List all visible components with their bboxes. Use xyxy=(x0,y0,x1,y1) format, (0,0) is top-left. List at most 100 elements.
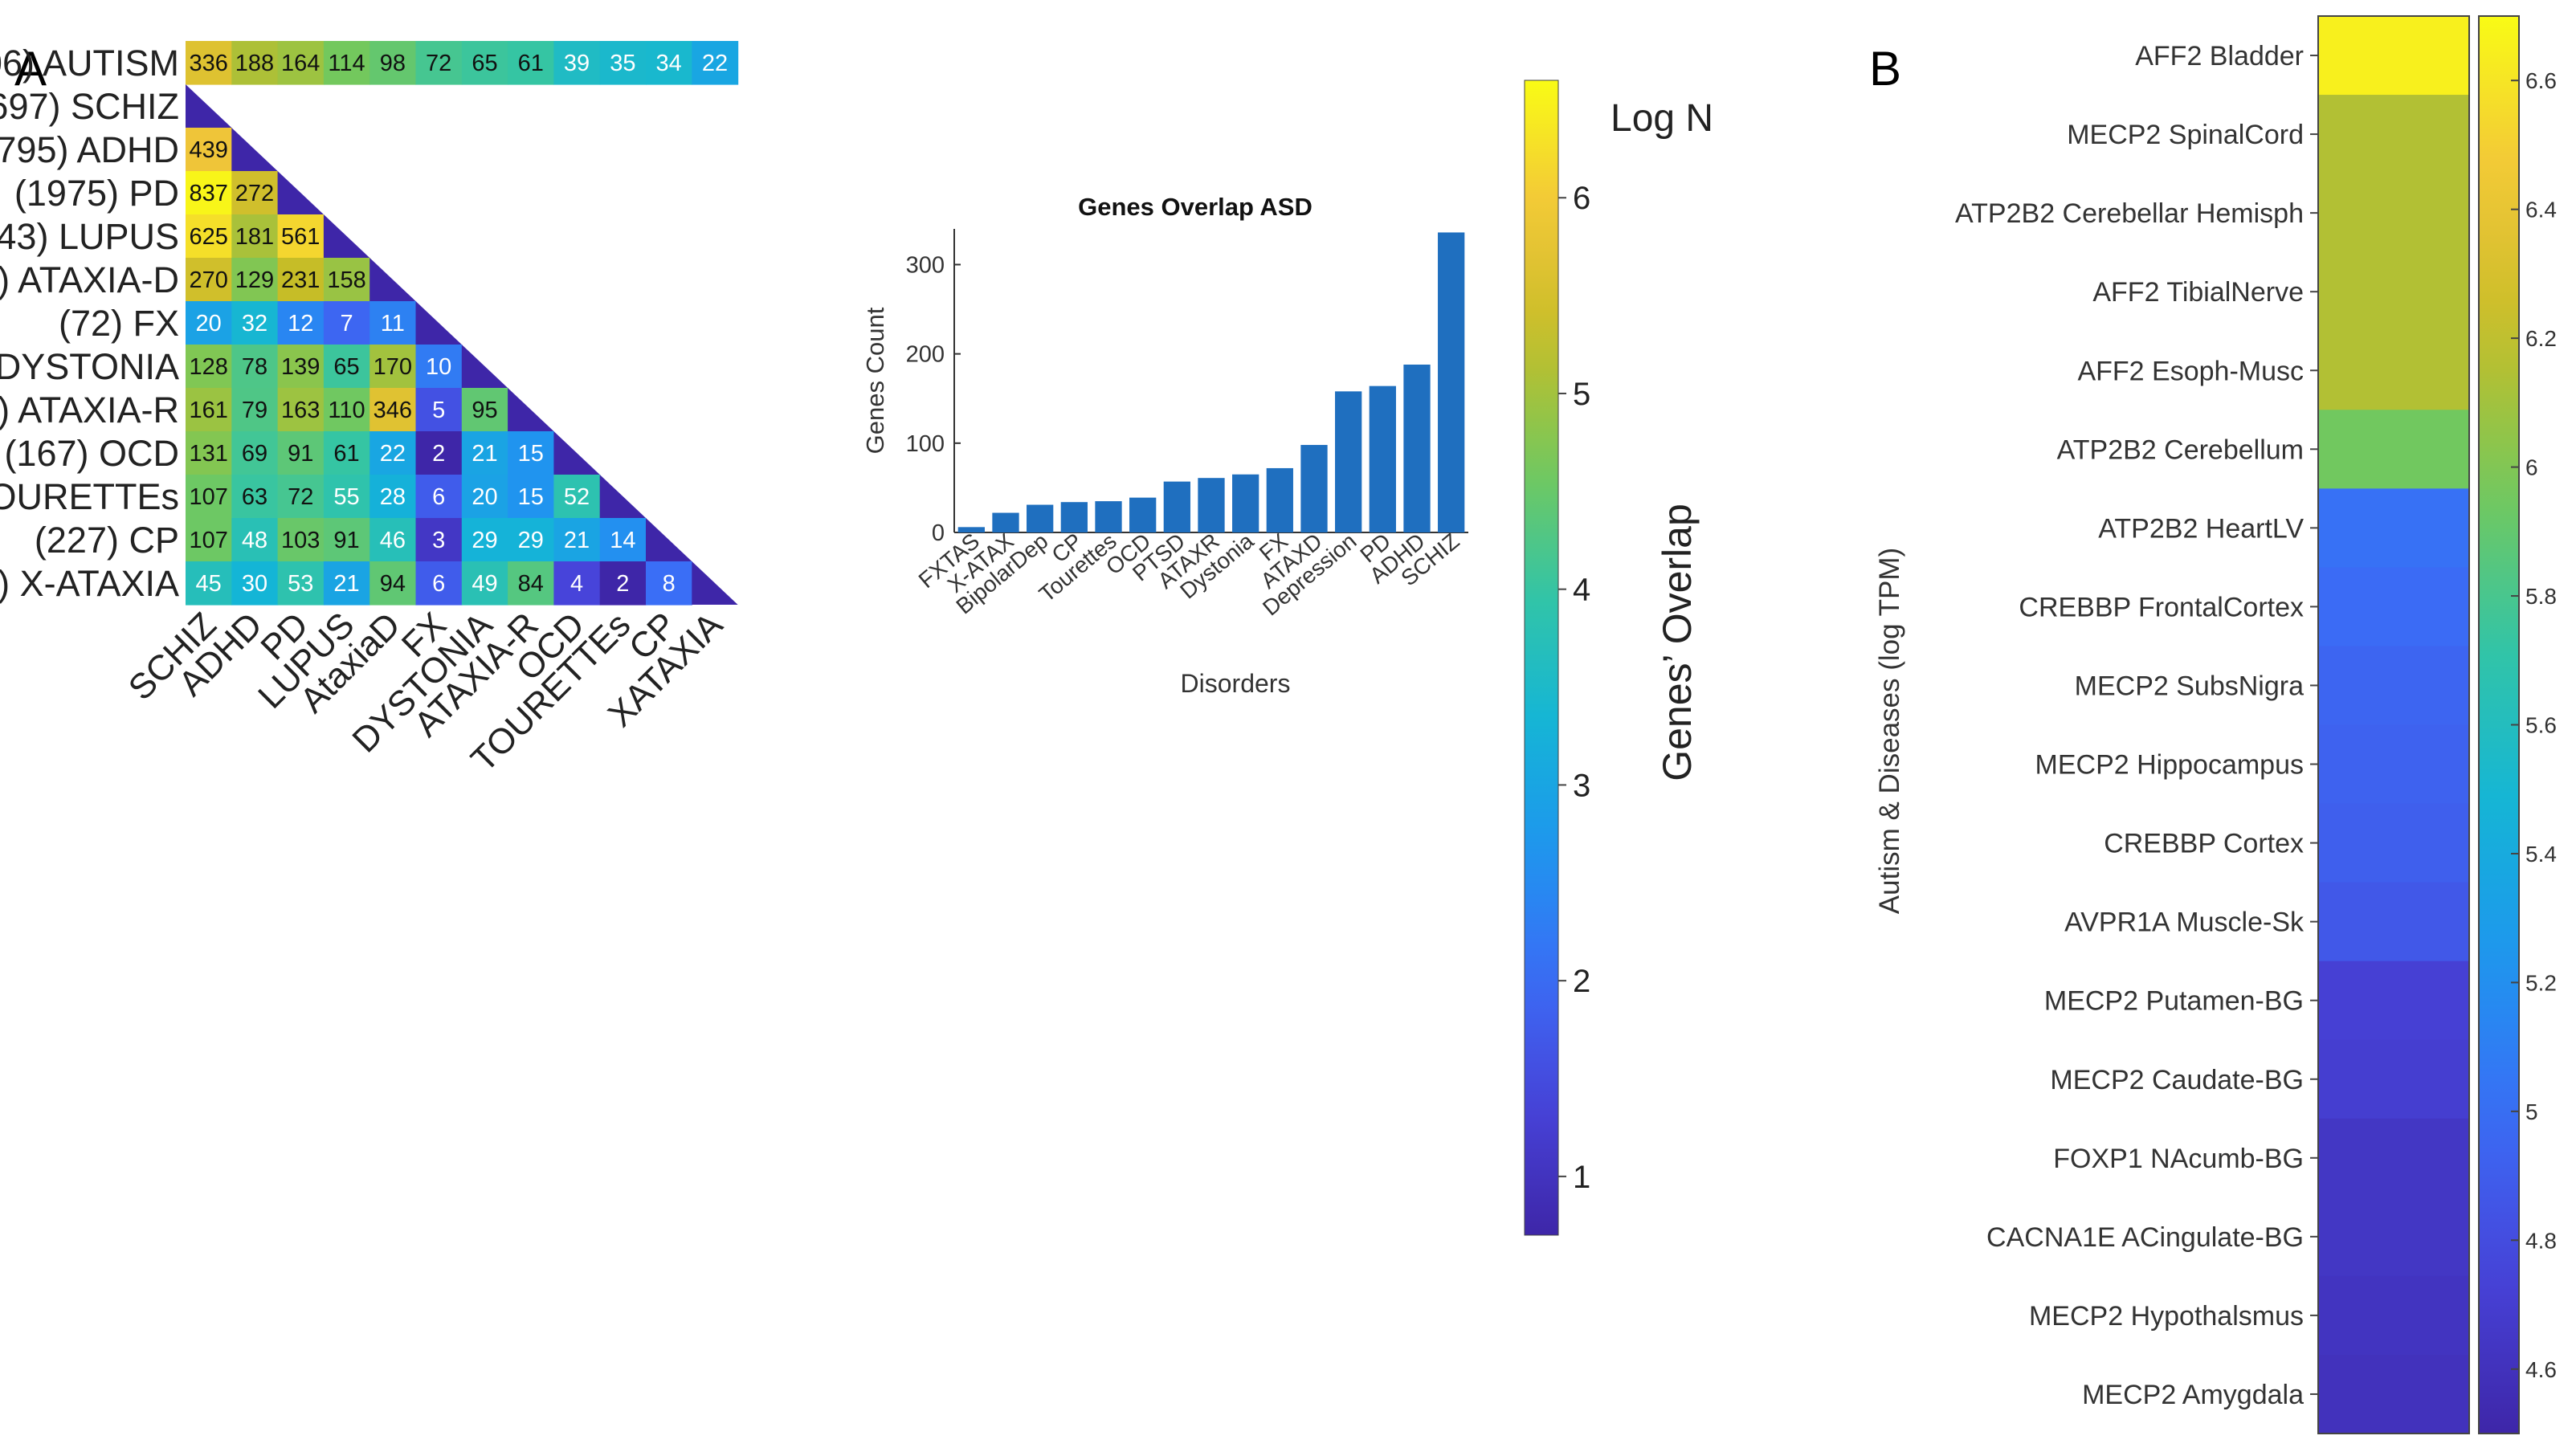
heatmap-cell xyxy=(553,41,601,85)
heatmap-cell xyxy=(277,41,325,85)
heatmap-cell-label: 158 xyxy=(327,267,365,293)
colorbar-a-title: Log N xyxy=(1611,97,1713,140)
tpm-row-label: MECP2 Amygdala xyxy=(2082,1380,2304,1410)
heatmap-cell xyxy=(323,301,370,345)
inset-y-tick-label: 200 xyxy=(906,342,945,368)
heatmap-cell xyxy=(553,475,601,519)
tpm-row-label: MECP2 Hippocampus xyxy=(2035,750,2304,781)
heatmap-cell xyxy=(369,345,417,389)
colorbar-b-tick-label: 4.8 xyxy=(2525,1228,2557,1253)
heatmap-cell xyxy=(277,561,325,606)
heatmap-cell-label: 11 xyxy=(381,311,405,336)
heatmap-cell xyxy=(277,518,325,562)
tpm-cell xyxy=(2318,724,2469,805)
heatmap-cell-label: 164 xyxy=(281,51,320,76)
tpm-row-label: AFF2 Esoph-Musc xyxy=(2077,356,2304,386)
row-label: (171) TOURETTEs xyxy=(0,476,179,517)
heatmap-cell-label: 28 xyxy=(380,484,406,510)
colorbar-a-tick-label: 6 xyxy=(1573,181,1590,216)
inset-x-label: Disorders xyxy=(1181,669,1291,698)
heatmap-cell xyxy=(369,301,417,345)
colorbar-a-tick-label: 3 xyxy=(1573,768,1590,803)
tpm-cell xyxy=(2318,567,2469,647)
heatmap-cell-label: 272 xyxy=(235,181,274,206)
tpm-row-label: CACNA1E ACingulate-BG xyxy=(1986,1222,2304,1253)
heatmap-cell xyxy=(186,345,232,389)
tpm-row-label: MECP2 Putamen-BG xyxy=(2044,986,2304,1017)
heatmap-cell xyxy=(231,518,279,562)
tpm-cell xyxy=(2318,1354,2469,1434)
row-label: (227) CP xyxy=(35,520,179,561)
heatmap-cell xyxy=(415,518,463,562)
heatmap-cell xyxy=(461,518,508,562)
heatmap-cell xyxy=(186,258,232,302)
heatmap-cell xyxy=(369,431,417,475)
heatmap-cell xyxy=(323,561,370,606)
inset-bar xyxy=(957,527,985,532)
heatmap-cell xyxy=(415,345,463,389)
heatmap-cell xyxy=(323,388,370,432)
tpm-row-label: CREBBP FrontalCortex xyxy=(2019,592,2304,622)
heatmap-cell xyxy=(369,561,417,606)
tpm-cell xyxy=(2318,882,2469,962)
heatmap-cell xyxy=(415,561,463,606)
heatmap-cell xyxy=(323,431,370,475)
heatmap-cell-label: 49 xyxy=(472,571,497,597)
row-label: (906) AUTISM xyxy=(0,43,179,84)
heatmap-cell-label: 63 xyxy=(242,484,267,510)
heatmap-cell xyxy=(553,561,601,606)
heatmap-cell xyxy=(277,431,325,475)
heatmap-cell-label: 5 xyxy=(432,398,445,423)
heatmap-cell xyxy=(461,431,508,475)
heatmap-cell xyxy=(323,518,370,562)
inset-bar xyxy=(1438,232,1465,532)
tpm-cell xyxy=(2318,1275,2469,1356)
heatmap-cell xyxy=(231,258,279,302)
heatmap-cell-label: 21 xyxy=(564,528,590,553)
colorbar-b-tick-label: 5.2 xyxy=(2525,970,2557,995)
heatmap-cell xyxy=(277,258,325,302)
heatmap-cell-label: 29 xyxy=(518,528,544,553)
heatmap-cell-label: 69 xyxy=(242,441,267,467)
heatmap-cell-label: 35 xyxy=(610,51,635,76)
row-label: (1743) LUPUS xyxy=(0,216,179,257)
inset-bar xyxy=(1060,502,1088,532)
tpm-cell xyxy=(2318,95,2469,174)
heatmap-cell xyxy=(186,214,232,259)
tpm-frame xyxy=(2317,15,2470,1434)
colorbar-b-tick-label: 6 xyxy=(2525,455,2538,480)
heatmap-cell-label: 72 xyxy=(426,51,451,76)
heatmap-cell xyxy=(461,41,508,85)
heatmap-diagonal-cell xyxy=(553,431,600,475)
heatmap-cell xyxy=(599,518,647,562)
tpm-row-label: MECP2 SpinalCord xyxy=(2067,120,2304,150)
heatmap-cell-label: 439 xyxy=(189,137,227,163)
tpm-cell xyxy=(2318,410,2469,489)
inset-bar xyxy=(1232,474,1259,532)
heatmap-cell xyxy=(461,388,508,432)
heatmap-cell xyxy=(186,128,232,172)
heatmap-cell-label: 837 xyxy=(189,181,227,206)
inset-bar xyxy=(1335,391,1362,532)
heatmap-cell xyxy=(508,431,554,475)
heatmap-cell-label: 65 xyxy=(333,354,359,380)
colorbar-b-tick-label: 5.6 xyxy=(2525,713,2557,738)
heatmap-diagonal-cell xyxy=(186,84,232,128)
inset-bar xyxy=(1403,364,1431,532)
heatmap-cell xyxy=(461,561,508,606)
tpm-row-label: CREBBP Cortex xyxy=(2104,829,2304,859)
heatmap-cell xyxy=(369,475,417,519)
heatmap-cell-label: 625 xyxy=(189,224,227,250)
heatmap-cell-label: 91 xyxy=(288,441,313,467)
heatmap-diagonal-cell xyxy=(461,345,508,388)
tpm-cell xyxy=(2318,16,2469,96)
tpm-row-label: AFF2 Bladder xyxy=(2135,41,2304,71)
tpm-cell xyxy=(2318,1197,2469,1277)
heatmap-cell-label: 52 xyxy=(564,484,590,510)
heatmap-cell-label: 8 xyxy=(663,571,676,597)
heatmap-cell xyxy=(461,475,508,519)
inset-bar-chart: Genes Overlap ASD0100200300FXTASX-ATAXBi… xyxy=(861,193,1468,698)
heatmap-cell xyxy=(599,41,647,85)
colorbar-a-tick-label: 1 xyxy=(1573,1160,1590,1195)
